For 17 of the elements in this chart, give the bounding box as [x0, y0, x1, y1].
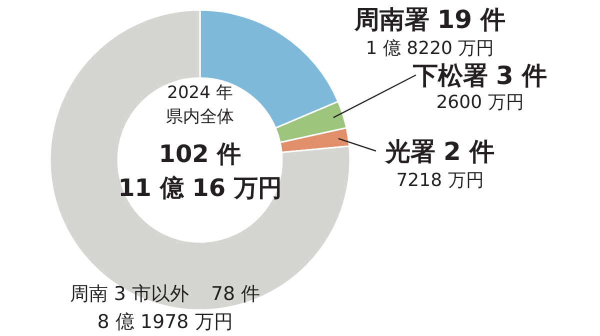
- data-label: 78 件: [210, 283, 260, 305]
- text: 1 億 8220 万円: [366, 38, 494, 59]
- donut-slice: [49, 9, 351, 311]
- data-label: 3 件: [496, 61, 548, 90]
- slice-label: 光署: [384, 137, 436, 166]
- data-label: 2 件: [443, 137, 495, 166]
- slice-label: 下松署: [412, 61, 488, 90]
- slice-label: 周南 3 市以外: [70, 283, 189, 305]
- text: 2600 万円: [436, 92, 524, 113]
- data-label: 19 件: [437, 5, 506, 34]
- text: 8 億 1978 万円: [97, 311, 233, 333]
- text: 102 件: [158, 140, 242, 168]
- slice-label: 周南署: [353, 5, 430, 34]
- text: 県内全体: [166, 107, 234, 127]
- text: 11 億 16 万円: [118, 174, 282, 202]
- text: 7218 万円: [396, 170, 484, 191]
- text: 2024 年: [167, 83, 233, 103]
